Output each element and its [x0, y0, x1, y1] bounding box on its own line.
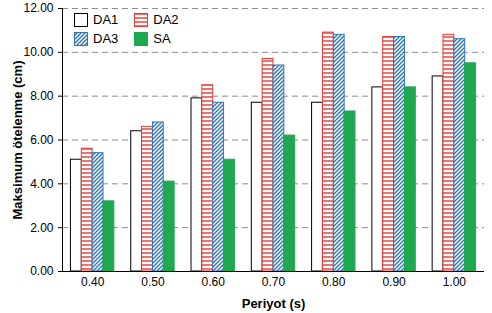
html-text:DA3: DA3: [93, 31, 119, 46]
html-text:DA2: DA2: [153, 12, 179, 27]
svg-text:1.00: 1.00: [443, 275, 467, 289]
svg-text:12.00: 12.00: [23, 1, 53, 15]
svg-text:6.00: 6.00: [30, 133, 54, 147]
svg-text:0.90: 0.90: [382, 275, 406, 289]
svg-text:0.70: 0.70: [262, 275, 286, 289]
svg-text:10.00: 10.00: [23, 45, 53, 59]
svg-text:Periyot (s): Periyot (s): [242, 296, 306, 311]
html-text:DA1: DA1: [93, 12, 119, 27]
svg-text:8.00: 8.00: [30, 89, 54, 103]
svg-text:0.00: 0.00: [30, 264, 54, 278]
svg-text:4.00: 4.00: [30, 177, 54, 191]
svg-text:0.50: 0.50: [141, 275, 165, 289]
svg-text:0.60: 0.60: [202, 275, 226, 289]
svg-text:0.80: 0.80: [322, 275, 346, 289]
svg-text:2.00: 2.00: [30, 221, 54, 235]
svg-text:Maksimum ötelenme (cm): Maksimum ötelenme (cm): [10, 61, 25, 220]
svg-text:0.40: 0.40: [81, 275, 105, 289]
html-text:SA: SA: [153, 31, 171, 46]
